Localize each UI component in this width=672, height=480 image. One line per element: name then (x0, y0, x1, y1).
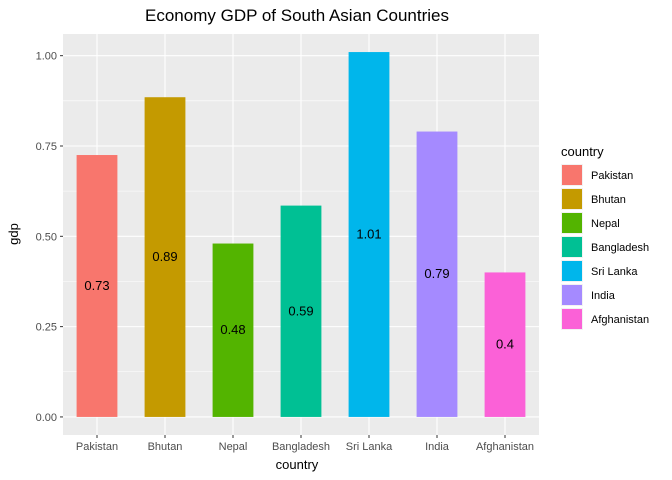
legend: country Pakistan Bhutan Nepal Bangladesh Sri… (561, 144, 649, 330)
x-tick-label: Bangladesh (272, 441, 330, 453)
y-tick-label: 0.25 (36, 322, 57, 334)
legend-label: Pakistan (591, 170, 633, 182)
legend-key (562, 165, 582, 185)
legend-label: Bhutan (591, 194, 626, 206)
legend-label: Nepal (591, 218, 620, 230)
legend-key (562, 189, 582, 209)
axes: 0.00 0.25 0.50 0.75 1.00 Pakistan Bhutan Nepal B… (36, 51, 534, 453)
y-tick-label: 0.75 (36, 141, 57, 153)
chart-title: Economy GDP of South Asian Countries (145, 6, 449, 25)
legend-label: India (591, 290, 616, 302)
data-label: 1.01 (356, 227, 381, 242)
y-tick-label: 0.50 (36, 231, 57, 243)
legend-label: Sri Lanka (591, 266, 638, 278)
data-label: 0.79 (424, 266, 449, 281)
data-label: 0.59 (288, 303, 313, 318)
bar-bangladesh (280, 205, 322, 417)
bar-bhutan (144, 97, 186, 417)
x-axis-title: country (276, 457, 319, 472)
data-label: 0.73 (84, 278, 109, 293)
x-tick-label: India (425, 441, 450, 453)
bar-sri-lanka (348, 52, 390, 417)
y-tick-label: 0.00 (36, 412, 57, 424)
legend-key (562, 237, 582, 257)
legend-title: country (561, 144, 604, 159)
x-tick-label: Bhutan (148, 441, 183, 453)
y-axis-title: gdp (6, 223, 21, 245)
legend-key (562, 261, 582, 281)
bar-afghanistan (484, 272, 526, 417)
legend-key (562, 285, 582, 305)
bar-pakistan (76, 155, 118, 417)
x-tick-label: Nepal (219, 441, 248, 453)
x-tick-label: Sri Lanka (346, 441, 393, 453)
legend-label: Bangladesh (591, 242, 649, 254)
y-tick-label: 1.00 (36, 51, 57, 63)
bar-india (416, 131, 458, 417)
data-label: 0.4 (496, 337, 514, 352)
x-tick-label: Pakistan (76, 441, 118, 453)
bars: 0.73 0.89 0.48 0.59 1.01 0.79 0.4 (76, 52, 526, 417)
bar-nepal (212, 243, 254, 417)
x-tick-label: Afghanistan (476, 441, 534, 453)
data-label: 0.48 (220, 322, 245, 337)
legend-label: Afghanistan (591, 314, 649, 326)
legend-key (562, 309, 582, 329)
data-label: 0.89 (152, 249, 177, 264)
legend-key (562, 213, 582, 233)
